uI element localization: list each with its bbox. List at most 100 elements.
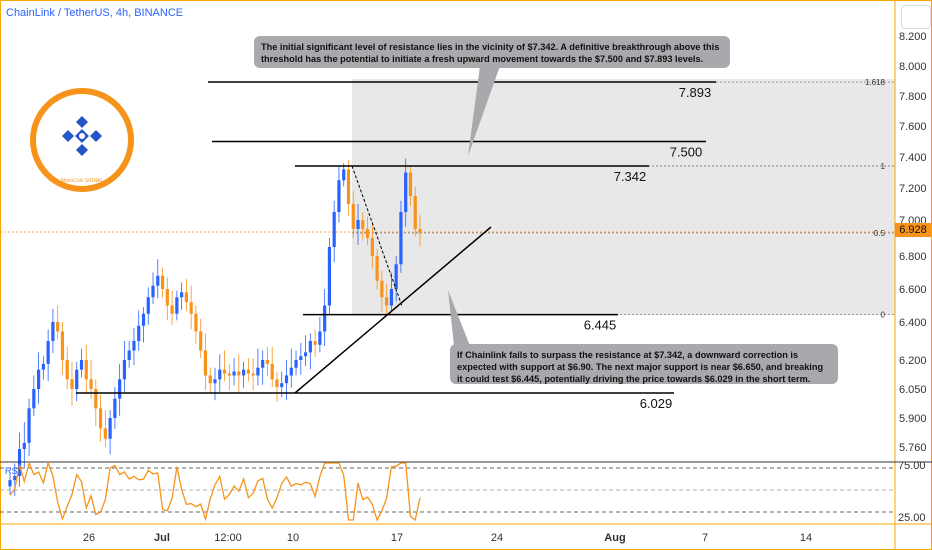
price-tick-label: 6.200: [899, 355, 927, 367]
candle-body: [70, 379, 74, 389]
price-tick-label: 7.400: [899, 152, 927, 164]
candle-body: [284, 375, 289, 384]
level-label: 7.342: [614, 169, 647, 184]
candle-body: [98, 408, 103, 429]
candle-body: [370, 238, 374, 256]
candle-body: [294, 360, 298, 368]
candle-body: [175, 297, 179, 314]
candle-body: [351, 204, 355, 229]
resistance-note: The initial significant level of resista…: [254, 36, 730, 68]
candle-body: [289, 367, 293, 376]
candle-body: [256, 367, 260, 376]
time-tick-label: 12:00: [214, 532, 242, 544]
ascending-trendline: [294, 226, 492, 394]
candle-body: [156, 275, 160, 286]
candle-body: [194, 313, 198, 332]
candle-body: [213, 379, 217, 384]
candle-body: [113, 398, 117, 418]
candle-body: [141, 313, 146, 326]
candle-body: [356, 220, 360, 229]
candle-body: [132, 341, 136, 351]
candle-body: [418, 229, 422, 233]
level-label: 6.445: [584, 318, 617, 333]
logo-text: MonoCoin SIGNAL: [60, 178, 104, 184]
price-tick-label: 8.000: [899, 61, 927, 73]
rsi-line: [9, 460, 421, 522]
candle-body: [246, 369, 250, 374]
price-tick-label: 6.800: [899, 251, 927, 263]
resistance-note-pointer: [468, 66, 500, 156]
candle-body: [299, 356, 303, 360]
level-label: 6.029: [640, 396, 673, 411]
candle-body: [413, 196, 417, 229]
time-tick-label: 24: [491, 532, 503, 544]
time-axis-ticks: 26 Jul 12:00 10 17 24 Aug 7 14: [83, 532, 812, 544]
time-tick-label: Jul: [154, 532, 170, 544]
candle-body: [189, 302, 193, 314]
candle-body: [361, 220, 365, 229]
price-tick-label: 7.600: [899, 121, 927, 133]
candle-body: [151, 285, 155, 298]
candle-body: [303, 352, 308, 357]
candle-body: [275, 379, 279, 388]
time-tick-label: 26: [83, 532, 95, 544]
binance-diamond-icon: [62, 116, 102, 156]
candle-body: [137, 325, 141, 341]
candle-body: [399, 212, 403, 265]
candle-body: [51, 322, 55, 341]
candle-body: [365, 229, 370, 238]
candle-body: [318, 331, 322, 345]
candle-body: [146, 297, 150, 314]
price-tick-label: 6.400: [899, 317, 927, 329]
candle-body: [170, 305, 174, 314]
fib-label: 0: [881, 311, 886, 320]
candle-body: [32, 389, 36, 409]
candle-body: [27, 408, 31, 443]
candle-body: [408, 172, 413, 196]
candle-body: [308, 341, 312, 353]
candle-body: [84, 360, 88, 380]
time-tick-label: 10: [287, 532, 299, 544]
candle-body: [103, 428, 107, 439]
current-price-tag: 6.928: [895, 223, 931, 237]
scale-settings-button[interactable]: [901, 5, 931, 29]
rsi-label: RSI: [5, 466, 21, 476]
fib-label: 1.618: [865, 78, 886, 87]
candle-body: [222, 369, 227, 374]
rsi-axis-75: 75.00: [898, 460, 926, 472]
candle-body: [94, 389, 98, 409]
candle-body: [180, 292, 184, 298]
candle-body: [65, 360, 69, 380]
candle-body: [17, 449, 22, 476]
fib-label: 0.5: [874, 229, 886, 238]
candle-body: [184, 292, 188, 303]
candle-body: [37, 369, 41, 389]
candle-body: [327, 247, 332, 306]
candle-body: [394, 264, 398, 289]
candle-body: [13, 476, 17, 481]
candle-body: [313, 341, 317, 345]
rsi-axis-25: 25.00: [898, 512, 926, 524]
candle-body: [127, 350, 131, 360]
support-note: If Chainlink fails to surpass the resist…: [450, 344, 838, 384]
price-tick-label: 5.900: [899, 413, 927, 425]
candle-body: [218, 369, 222, 380]
price-tick-label: 7.200: [899, 183, 927, 195]
level-label: 7.500: [670, 145, 703, 160]
candle-body: [265, 360, 270, 364]
fib-zone: [352, 79, 895, 315]
candle-body: [337, 180, 341, 212]
candle-body: [237, 371, 241, 376]
candle-body: [75, 369, 79, 389]
candle-body: [385, 297, 389, 306]
candle-body: [8, 480, 12, 487]
fib-level-lines: 1.618 1 0.5 0: [352, 78, 895, 320]
candle-body: [79, 360, 84, 370]
candle-body: [41, 363, 45, 370]
candle-body: [232, 371, 236, 376]
price-tick-label: 7.800: [899, 91, 927, 103]
level-label: 7.893: [679, 85, 712, 100]
candle-body: [280, 383, 284, 388]
candle-body: [56, 322, 60, 332]
